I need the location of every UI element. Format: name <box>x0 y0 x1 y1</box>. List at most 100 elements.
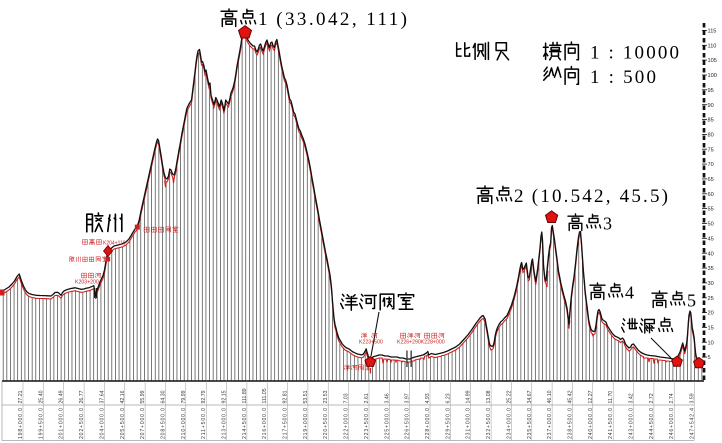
svg-text:7.03: 7.03 <box>344 393 350 403</box>
svg-text:K204+110: K204+110 <box>103 241 126 247</box>
svg-text:10: 10 <box>708 340 714 346</box>
svg-text:13.08: 13.08 <box>486 390 492 403</box>
svg-text:45: 45 <box>708 236 714 242</box>
svg-text:237+000.0: 237+000.0 <box>547 408 553 439</box>
svg-text:K203+200: K203+200 <box>75 280 99 286</box>
svg-text:45.42: 45.42 <box>568 390 574 403</box>
svg-text:214+500.0: 214+500.0 <box>242 408 248 439</box>
svg-text:100: 100 <box>708 73 717 79</box>
svg-text:4: 4 <box>625 283 634 303</box>
svg-text:198+000.0: 198+000.0 <box>18 408 24 439</box>
svg-text:12.27: 12.27 <box>588 390 594 403</box>
svg-text:2.61: 2.61 <box>364 393 370 403</box>
svg-text:25: 25 <box>708 296 714 302</box>
svg-text:14.99: 14.99 <box>466 390 472 403</box>
svg-text:85: 85 <box>708 118 714 124</box>
svg-text:25.22: 25.22 <box>506 390 512 403</box>
svg-text:208+500.0: 208+500.0 <box>161 408 167 439</box>
svg-text:92.15: 92.15 <box>222 390 228 403</box>
svg-text:34.67: 34.67 <box>527 390 533 403</box>
svg-text:111.89: 111.89 <box>242 388 248 403</box>
svg-text:79.99: 79.99 <box>181 390 187 403</box>
svg-text:26.49: 26.49 <box>59 390 65 403</box>
svg-text:216+000.0: 216+000.0 <box>262 408 268 439</box>
svg-text:5: 5 <box>687 291 696 311</box>
svg-text:207+000.0: 207+000.0 <box>140 408 146 439</box>
svg-text:204+000.0: 204+000.0 <box>99 408 105 439</box>
svg-text:219+000.0: 219+000.0 <box>303 408 309 439</box>
svg-text:92.79: 92.79 <box>201 390 207 403</box>
svg-text:60: 60 <box>708 192 714 198</box>
svg-text:1 (33.042, 111): 1 (33.042, 111) <box>258 9 407 30</box>
svg-text:232+500.0: 232+500.0 <box>486 408 492 439</box>
svg-text:2.72: 2.72 <box>649 393 655 403</box>
svg-text:6.23: 6.23 <box>445 393 451 403</box>
svg-text:231+000.0: 231+000.0 <box>466 408 472 439</box>
svg-text:210+000.0: 210+000.0 <box>181 408 187 439</box>
svg-text:3.42: 3.42 <box>629 393 635 403</box>
svg-text:211+500.0: 211+500.0 <box>201 408 207 439</box>
svg-text:222+000.0: 222+000.0 <box>344 408 350 439</box>
svg-text:3.97: 3.97 <box>405 393 411 403</box>
svg-text:2.74: 2.74 <box>669 393 675 403</box>
svg-text:46.10: 46.10 <box>547 390 553 403</box>
svg-text:229+500.0: 229+500.0 <box>445 408 451 439</box>
svg-text:23.53: 23.53 <box>323 390 329 403</box>
svg-text:64.30: 64.30 <box>161 390 167 403</box>
svg-text:95: 95 <box>708 88 714 94</box>
svg-text:5: 5 <box>708 355 711 361</box>
svg-text:238+500.0: 238+500.0 <box>568 408 574 439</box>
svg-text:K226+290K228+000: K226+290K228+000 <box>397 340 445 346</box>
svg-text:205+500.0: 205+500.0 <box>120 408 126 439</box>
svg-text:55: 55 <box>708 207 714 213</box>
svg-text:223+500.0: 223+500.0 <box>364 408 370 439</box>
svg-text:90: 90 <box>708 103 714 109</box>
svg-text:42.16: 42.16 <box>120 390 126 403</box>
svg-text:247+542.4: 247+542.4 <box>690 408 696 439</box>
svg-text:37.64: 37.64 <box>99 390 105 403</box>
svg-text:241+500.0: 241+500.0 <box>608 408 614 439</box>
svg-text:1 : 10000: 1 : 10000 <box>590 43 679 64</box>
svg-text:110: 110 <box>708 43 717 49</box>
svg-text:226+500.0: 226+500.0 <box>405 408 411 439</box>
svg-text:40: 40 <box>708 251 714 257</box>
svg-text:27.21: 27.21 <box>18 390 24 403</box>
svg-text:111.05: 111.05 <box>262 388 268 403</box>
svg-text:11.70: 11.70 <box>608 391 614 404</box>
svg-text:30: 30 <box>708 281 714 287</box>
svg-text:3.46: 3.46 <box>384 393 390 403</box>
svg-text:26.77: 26.77 <box>79 390 85 403</box>
svg-text:220+500.0: 220+500.0 <box>323 408 329 439</box>
svg-text:244+500.0: 244+500.0 <box>649 408 655 439</box>
svg-text:201+000.0: 201+000.0 <box>59 408 65 439</box>
svg-text:2 (10.542, 45.5): 2 (10.542, 45.5) <box>514 186 668 207</box>
svg-text:228+000.0: 228+000.0 <box>425 408 431 439</box>
svg-text:217+500.0: 217+500.0 <box>283 408 289 439</box>
svg-text:199+500.0: 199+500.0 <box>38 408 44 439</box>
svg-text:35: 35 <box>708 266 714 272</box>
svg-text:3.59: 3.59 <box>690 393 696 403</box>
svg-text:50: 50 <box>708 222 714 228</box>
svg-text:115: 115 <box>708 29 717 35</box>
svg-text:75: 75 <box>708 147 714 153</box>
svg-text:92.81: 92.81 <box>283 390 289 403</box>
svg-text:235+500.0: 235+500.0 <box>527 408 533 439</box>
svg-text:234+000.0: 234+000.0 <box>506 408 512 439</box>
svg-text:80: 80 <box>708 133 714 139</box>
svg-text:70: 70 <box>708 162 714 168</box>
svg-text:105: 105 <box>708 58 717 64</box>
svg-text:55.99: 55.99 <box>140 390 146 403</box>
svg-text:4.93: 4.93 <box>425 393 431 403</box>
svg-text:240+000.0: 240+000.0 <box>588 408 594 439</box>
svg-text:243+000.0: 243+000.0 <box>629 408 635 439</box>
svg-text:15: 15 <box>708 326 714 332</box>
svg-text:225+000.0: 225+000.0 <box>384 408 390 439</box>
svg-text:25.40: 25.40 <box>38 390 44 403</box>
svg-text:3: 3 <box>603 214 612 234</box>
svg-text:246+000.0: 246+000.0 <box>669 408 675 439</box>
svg-text:20: 20 <box>708 311 714 317</box>
svg-text:202+500.0: 202+500.0 <box>79 408 85 439</box>
svg-text:213+000.0: 213+000.0 <box>222 408 228 439</box>
svg-text:53.51: 53.51 <box>303 390 309 403</box>
svg-text:K223+500: K223+500 <box>359 340 383 346</box>
